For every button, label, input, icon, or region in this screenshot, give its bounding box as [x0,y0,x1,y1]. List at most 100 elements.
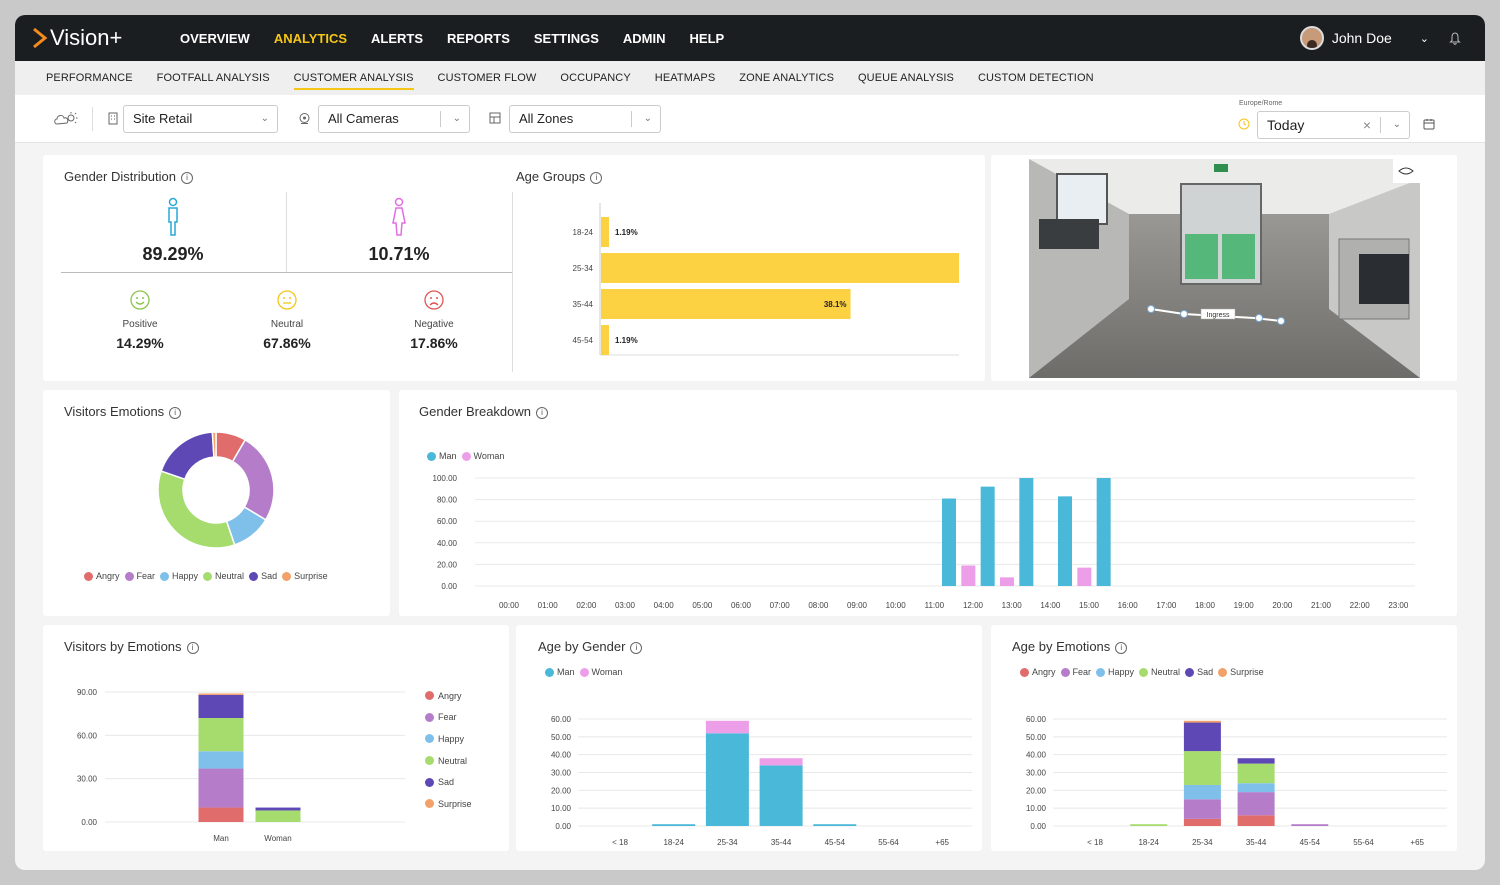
bar-segment-angry[interactable] [198,807,244,822]
info-icon[interactable]: i [181,172,193,184]
period-select[interactable]: Today × ⌄ [1257,111,1410,139]
bar-segment-man[interactable] [759,765,803,826]
legend-item-woman[interactable]: Woman [461,451,504,461]
legend-item-angry[interactable]: Angry [1020,667,1056,677]
info-icon[interactable]: i [1115,642,1128,654]
bar-man[interactable] [942,498,956,586]
donut-slice-neutral[interactable] [157,470,236,549]
tab-customer-analysis[interactable]: CUSTOMER ANALYSIS [293,61,414,95]
bar-segment-happy[interactable] [1183,784,1221,800]
tab-queue-analysis[interactable]: QUEUE ANALYSIS [858,72,954,84]
nav-analytics[interactable]: ANALYTICS [273,30,348,46]
calendar-icon[interactable] [1423,118,1435,130]
bar-man[interactable] [980,486,995,586]
bar-man[interactable] [1096,478,1111,586]
bar-man[interactable] [1019,478,1034,586]
legend-item-happy[interactable]: Happy [425,728,472,750]
legend-item-sad[interactable]: Sad [1185,667,1213,677]
legend-item-neutral[interactable]: Neutral [203,571,244,581]
legend-item-surprise[interactable]: Surprise [1218,667,1264,677]
bar-woman[interactable] [1000,577,1014,586]
donut-slice-fear[interactable] [231,438,275,521]
logo[interactable]: Vision+ [32,24,122,52]
chevron-down-icon[interactable]: ⌄ [1392,119,1401,130]
legend-item-man[interactable]: Man [545,667,575,677]
info-icon[interactable]: i [186,642,199,654]
user-menu[interactable]: John Doe ⌄ [1299,15,1461,61]
nav-overview[interactable]: OVERVIEW [180,30,250,46]
legend-item-happy[interactable]: Happy [160,571,198,581]
bar-segment-woman[interactable] [705,720,749,734]
legend-item-fear[interactable]: Fear [425,707,472,729]
bar-segment-fear[interactable] [1291,824,1329,826]
legend-item-surprise[interactable]: Surprise [425,793,472,815]
donut-slice-sad[interactable] [160,431,215,481]
info-icon[interactable]: i [590,172,603,184]
age-bar-18-24[interactable] [601,217,609,247]
info-icon[interactable]: i [536,407,549,419]
bar-segment-sad[interactable] [198,694,244,718]
bar-woman[interactable] [961,565,976,586]
nav-reports[interactable]: REPORTS [447,30,510,46]
legend-item-neutral[interactable]: Neutral [425,750,472,772]
legend-item-woman[interactable]: Woman [579,667,622,677]
bar-segment-surprise[interactable] [198,693,244,695]
bar-segment-happy[interactable] [198,751,244,769]
legend-item-fear[interactable]: Fear [1060,667,1091,677]
bar-segment-sad[interactable] [1237,758,1275,764]
tab-custom-detection[interactable]: CUSTOM DETECTION [977,72,1094,84]
donut-slice-surprise[interactable] [211,431,217,458]
bar-segment-angry[interactable] [1237,815,1275,826]
bar-segment-sad[interactable] [1183,722,1221,752]
age-bar-35-44[interactable] [601,289,851,319]
bar-segment-surprise[interactable] [1183,720,1221,723]
info-icon[interactable]: i [169,407,182,419]
avatar-icon[interactable] [1299,26,1324,50]
nav-admin[interactable]: ADMIN [622,30,666,46]
bar-segment-man[interactable] [652,824,696,826]
tab-zone-analytics[interactable]: ZONE ANALYTICS [739,72,835,84]
user-name[interactable]: John Doe [1331,30,1392,46]
age-bar-45-54[interactable] [601,325,609,355]
bar-segment-woman[interactable] [759,758,803,766]
bar-segment-angry[interactable] [1183,818,1221,826]
chevron-down-icon[interactable]: ⌄ [1419,32,1429,45]
bar-segment-fear[interactable] [1183,799,1221,819]
legend-item-angry[interactable]: Angry [425,685,472,707]
legend-item-happy[interactable]: Happy [1096,667,1134,677]
info-icon[interactable]: i [630,642,643,654]
camera-feed[interactable]: Ingress [1029,159,1420,378]
bar-segment-neutral[interactable] [255,810,301,822]
zones-select[interactable]: All Zones ⌄ [509,105,661,133]
tab-footfall-analysis[interactable]: FOOTFALL ANALYSIS [156,72,270,84]
bar-segment-man[interactable] [705,733,749,826]
tab-performance[interactable]: PERFORMANCE [46,72,133,84]
bar-segment-man[interactable] [813,824,857,826]
bar-segment-neutral[interactable] [1130,824,1168,826]
bar-segment-fear[interactable] [1237,792,1275,816]
bar-segment-fear[interactable] [198,768,244,808]
site-select[interactable]: Site Retail ⌄ [123,105,278,133]
nav-help[interactable]: HELP [689,30,725,46]
legend-item-sad[interactable]: Sad [425,771,472,793]
clear-icon[interactable]: × [1362,117,1371,133]
legend-item-sad[interactable]: Sad [249,571,277,581]
tab-occupancy[interactable]: OCCUPANCY [560,72,631,84]
bar-man[interactable] [1058,496,1072,586]
tab-heatmaps[interactable]: HEATMAPS [654,72,716,84]
legend-item-neutral[interactable]: Neutral [1139,667,1180,677]
legend-item-fear[interactable]: Fear [124,571,155,581]
bar-segment-sad[interactable] [255,807,301,811]
bar-woman[interactable] [1077,567,1092,586]
eye-icon[interactable] [1398,167,1414,175]
nav-settings[interactable]: SETTINGS [533,30,599,46]
bar-segment-happy[interactable] [1237,783,1275,793]
bar-segment-neutral[interactable] [1237,763,1275,784]
weather-icon[interactable] [52,111,79,127]
bell-icon[interactable] [1449,31,1461,45]
legend-item-man[interactable]: Man [427,451,457,461]
nav-alerts[interactable]: ALERTS [371,30,424,46]
bar-segment-neutral[interactable] [1183,751,1221,785]
age-bar-25-34[interactable] [601,253,959,283]
bar-segment-neutral[interactable] [198,718,244,752]
